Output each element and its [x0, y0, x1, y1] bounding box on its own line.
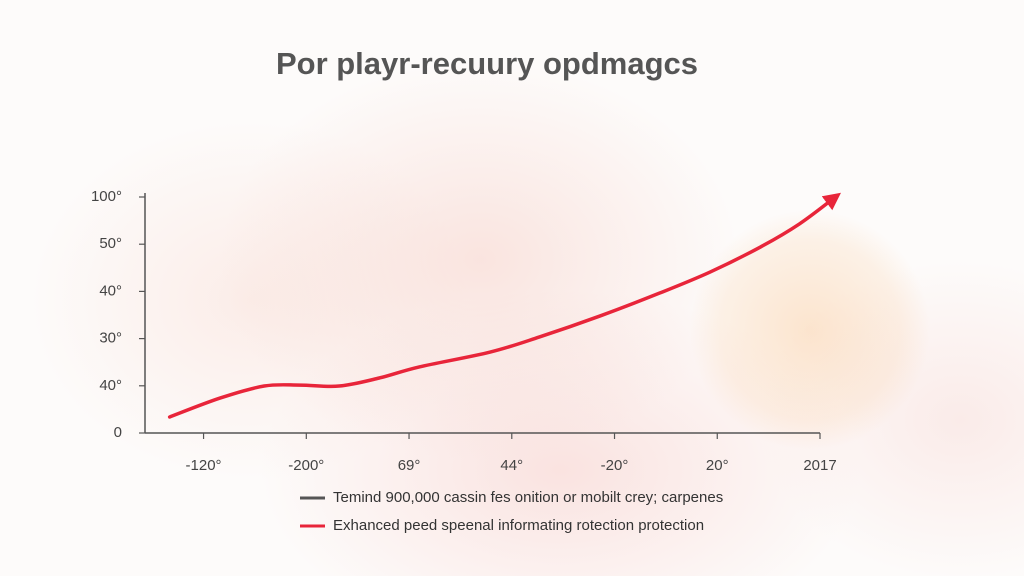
data-line: [167, 192, 842, 419]
y-tick-label: 40°: [99, 282, 122, 299]
chart-title: Por playr-recuury opdmagcs: [276, 46, 698, 81]
x-tick-label: 44°: [500, 457, 523, 474]
y-tick-label: 0: [114, 424, 122, 441]
legend-label: Exhanced peed speenal informating rotect…: [333, 517, 704, 534]
x-tick-label: 69°: [398, 457, 421, 474]
x-tick-label: -200°: [288, 457, 324, 474]
y-tick-label: 40°: [99, 377, 122, 394]
x-tick-label: -120°: [186, 457, 222, 474]
y-tick-label: 100°: [91, 188, 122, 205]
legend-label: Temind 900,000 cassin fes onition or mob…: [333, 489, 723, 506]
x-tick-label: -20°: [601, 457, 629, 474]
x-tick-label: 2017: [803, 457, 836, 474]
y-tick-label: 30°: [99, 330, 122, 347]
x-tick-label: 20°: [706, 457, 729, 474]
y-tick-label: 50°: [99, 235, 122, 252]
